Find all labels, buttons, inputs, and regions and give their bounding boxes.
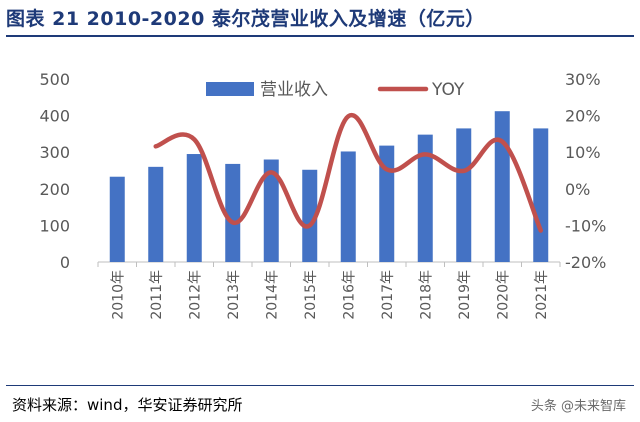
title-rule <box>6 35 634 37</box>
right-tick-label: -20% <box>565 253 606 272</box>
legend: 营业收入 YOY <box>206 80 465 100</box>
x-tick-label: 2016年 <box>341 270 357 320</box>
footer-rule <box>6 385 634 386</box>
x-tick-label: 2015年 <box>303 270 319 320</box>
bar-2015年 <box>302 169 318 262</box>
x-tick-label: 2017年 <box>380 270 396 320</box>
right-tick-label: 10% <box>565 143 601 162</box>
chart: 0 100 200 300 400 500 -20% -10% 0% 10% 20% 30% 201… <box>39 70 606 320</box>
axes <box>97 261 561 267</box>
left-tick-label: 100 <box>39 216 70 235</box>
left-tick-label: 400 <box>39 107 70 126</box>
bar-2018年 <box>417 134 433 262</box>
left-tick-label: 500 <box>39 70 70 89</box>
right-tick-label: 30% <box>565 70 601 89</box>
bar-2012年 <box>186 154 202 262</box>
chart-title: 图表 21 2010-2020 泰尔茂营业收入及增速（亿元） <box>6 8 485 30</box>
bar-2021年 <box>533 128 549 262</box>
right-axis-ticks: -20% -10% 0% 10% 20% 30% <box>565 70 606 272</box>
watermark: 头条 @未来智库 <box>530 399 626 414</box>
bar-2011年 <box>148 166 164 262</box>
legend-label-revenue: 营业收入 <box>260 80 328 100</box>
legend-label-yoy: YOY <box>431 80 465 100</box>
bar-2019年 <box>456 128 472 262</box>
x-tick-label: 2011年 <box>149 270 165 320</box>
right-tick-label: -10% <box>565 216 606 235</box>
left-tick-label: 200 <box>39 180 70 199</box>
left-axis-ticks: 0 100 200 300 400 500 <box>39 70 70 272</box>
x-tick-label: 2021年 <box>534 270 550 320</box>
bar-2010年 <box>109 176 125 262</box>
left-tick-label: 300 <box>39 143 70 162</box>
yoy-line-group <box>153 112 543 233</box>
right-tick-label: 20% <box>565 107 601 126</box>
x-tick-label: 2018年 <box>418 270 434 320</box>
source-note: 资料来源：wind，华安证券研究所 <box>12 396 243 414</box>
bar-2013年 <box>225 163 241 262</box>
bar-2016年 <box>340 151 356 262</box>
x-tick-label: 2020年 <box>495 270 511 320</box>
x-tick-label: 2014年 <box>264 270 280 320</box>
bar-2014年 <box>263 159 279 262</box>
x-axis-ticks: 2010年 2011年 2012年 2013年 2014年 2015年 2016年 2017年… <box>110 270 550 320</box>
x-tick-label: 2019年 <box>457 270 473 320</box>
bar-2017年 <box>379 145 395 262</box>
yoy-line <box>153 112 543 233</box>
x-tick-label: 2010年 <box>110 270 126 320</box>
legend-swatch-revenue <box>206 82 254 96</box>
x-tick-label: 2012年 <box>187 270 203 320</box>
left-tick-label: 0 <box>60 253 70 272</box>
x-tick-label: 2013年 <box>226 270 242 320</box>
right-tick-label: 0% <box>565 180 590 199</box>
bar-2020年 <box>494 111 510 262</box>
